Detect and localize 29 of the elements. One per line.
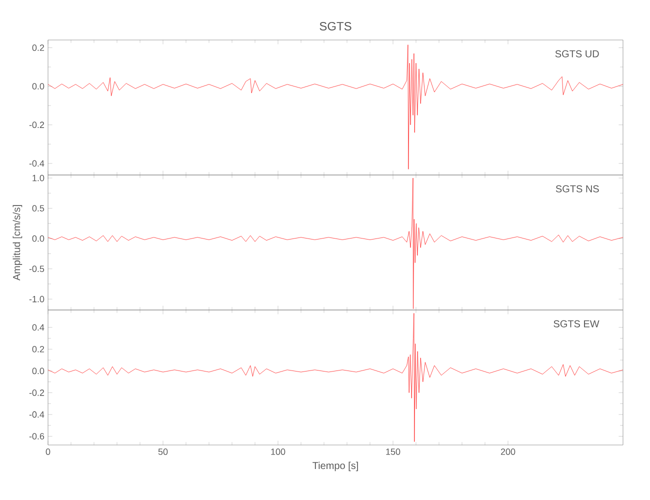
y-tick-label: 0.5 xyxy=(32,205,44,212)
x-axis-title: Tiempo [s] xyxy=(312,462,358,472)
annotation: SGTS NS xyxy=(556,185,599,192)
y-tick-label: -0.2 xyxy=(29,122,44,128)
y-tick-label: -0.6 xyxy=(29,433,44,440)
y-tick-label: -0.4 xyxy=(29,411,44,418)
y-tick-label: -0.2 xyxy=(29,390,44,396)
y-axis-title: Amplitud [cm/s/s] xyxy=(12,205,22,281)
y-tick-label: 0.0 xyxy=(32,368,44,374)
y-tick-label: -1.0 xyxy=(29,296,44,302)
line-series xyxy=(48,44,623,170)
y-tick-label: 0.0 xyxy=(32,235,44,242)
y-tick-label: 0.2 xyxy=(32,346,44,352)
x-tick-label: 100 xyxy=(271,448,286,455)
y-tick-label: 1.0 xyxy=(32,174,44,182)
x-tick-label: 150 xyxy=(386,448,400,455)
annotation: SGTS UD xyxy=(555,50,599,58)
line-series xyxy=(48,178,623,309)
x-tick-label: 200 xyxy=(500,448,516,455)
annotation: SGTS EW xyxy=(554,320,600,328)
x-tick-label: 0 xyxy=(46,448,50,455)
line-series xyxy=(48,313,623,442)
y-tick-label: 0.4 xyxy=(32,324,44,331)
chart-title: SGTS xyxy=(320,22,352,30)
y-tick-label: 0.0 xyxy=(32,83,44,90)
y-tick-label: 0.2 xyxy=(32,44,44,51)
y-tick-label: -0.4 xyxy=(29,160,44,167)
y-tick-label: -0.5 xyxy=(29,266,44,272)
x-tick-label: 50 xyxy=(158,448,168,455)
